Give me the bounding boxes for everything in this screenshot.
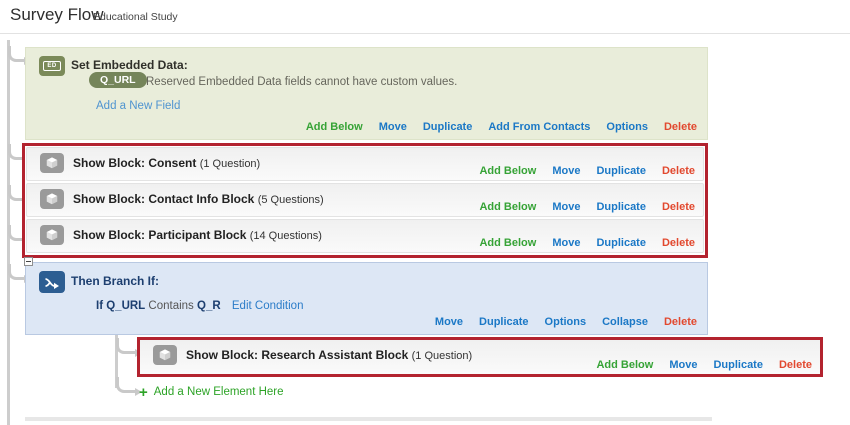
branch-title: Then Branch If: xyxy=(71,274,160,288)
action-options[interactable]: Options xyxy=(544,316,587,328)
header-divider xyxy=(0,33,850,34)
block-cube-icon xyxy=(40,225,64,245)
action-delete[interactable]: Delete xyxy=(661,201,695,213)
flow-arrow-icon xyxy=(8,264,31,283)
block-question-count: (14 Questions) xyxy=(249,230,322,242)
action-duplicate[interactable]: Duplicate xyxy=(596,237,646,249)
action-add-below[interactable]: Add Below xyxy=(479,237,537,249)
action-delete[interactable]: Delete xyxy=(661,237,695,249)
block-cube-icon xyxy=(40,153,64,173)
action-delete[interactable]: Delete xyxy=(663,316,697,328)
block-question-count: (1 Question) xyxy=(411,350,473,362)
block-title: Show Block: Contact Info Block (5 Questi… xyxy=(73,192,324,206)
branch-actions: Move Duplicate Options Collapse Delete xyxy=(435,316,697,328)
block-question-count: (5 Questions) xyxy=(257,194,324,206)
action-move[interactable]: Move xyxy=(378,121,407,133)
branch-condition: If Q_URL Contains Q_R Edit Condition xyxy=(96,300,303,312)
embedded-data-title: Set Embedded Data: xyxy=(71,58,188,72)
action-move[interactable]: Move xyxy=(552,165,581,177)
action-add-below[interactable]: Add Below xyxy=(596,359,654,371)
block-actions: Add Below Move Duplicate Delete xyxy=(479,237,695,249)
block-cube-icon xyxy=(153,345,177,365)
action-duplicate[interactable]: Duplicate xyxy=(713,359,763,371)
block-actions: Add Below Move Duplicate Delete xyxy=(596,359,812,371)
collapse-toggle-icon[interactable] xyxy=(24,257,33,266)
add-new-field-link[interactable]: Add a New Field xyxy=(96,100,181,112)
action-duplicate[interactable]: Duplicate xyxy=(479,316,529,328)
block-row-research-assistant[interactable]: Show Block: Research Assistant Block (1 … xyxy=(140,340,820,374)
action-move[interactable]: Move xyxy=(434,316,464,328)
highlight-box-nested-block: Show Block: Research Assistant Block (1 … xyxy=(137,337,823,377)
condition-value: Q_R xyxy=(197,300,221,312)
bottom-divider xyxy=(25,417,712,421)
embedded-data-block: ED Set Embedded Data: Q_URL Reserved Emb… xyxy=(25,47,708,140)
block-title: Show Block: Consent (1 Question) xyxy=(73,156,261,170)
branch-icon xyxy=(39,271,65,293)
action-move[interactable]: Move xyxy=(552,201,581,213)
block-title: Show Block: Research Assistant Block (1 … xyxy=(186,348,473,362)
embedded-data-icon: ED xyxy=(39,56,65,76)
page-title: Survey Flow xyxy=(10,5,104,24)
condition-operator: Contains xyxy=(148,300,194,312)
add-element-label: Add a New Element Here xyxy=(153,386,284,398)
action-add-below[interactable]: Add Below xyxy=(305,121,363,133)
add-element-link[interactable]: + Add a New Element Here xyxy=(139,383,284,401)
condition-field: Q_URL xyxy=(106,300,146,312)
action-move[interactable]: Move xyxy=(552,237,581,249)
embedded-field-badge[interactable]: Q_URL xyxy=(89,72,147,88)
action-add-from-contacts[interactable]: Add From Contacts xyxy=(488,121,591,133)
branch-flow-line xyxy=(115,335,118,388)
action-duplicate[interactable]: Duplicate xyxy=(422,121,473,133)
edit-condition-link[interactable]: Edit Condition xyxy=(231,300,304,312)
page-subtitle: Educational Study xyxy=(93,11,178,23)
block-actions: Add Below Move Duplicate Delete xyxy=(479,165,695,177)
block-row-consent[interactable]: Show Block: Consent (1 Question) Add Bel… xyxy=(26,147,704,181)
action-delete[interactable]: Delete xyxy=(661,165,695,177)
action-options[interactable]: Options xyxy=(606,121,648,133)
action-duplicate[interactable]: Duplicate xyxy=(596,165,646,177)
block-question-count: (1 Question) xyxy=(199,158,261,170)
block-actions: Add Below Move Duplicate Delete xyxy=(479,201,695,213)
branch-block: Then Branch If: If Q_URL Contains Q_R Ed… xyxy=(24,257,708,335)
flow-arrow-icon xyxy=(116,338,142,357)
action-move[interactable]: Move xyxy=(669,359,698,371)
embedded-data-actions: Add Below Move Duplicate Add From Contac… xyxy=(306,121,697,133)
action-add-below[interactable]: Add Below xyxy=(479,165,537,177)
action-add-below[interactable]: Add Below xyxy=(479,201,537,213)
condition-prefix: If xyxy=(96,300,104,312)
highlight-box-blocks: Show Block: Consent (1 Question) Add Bel… xyxy=(22,143,708,258)
plus-icon: + xyxy=(139,383,148,401)
block-row-participant[interactable]: Show Block: Participant Block (14 Questi… xyxy=(26,219,704,253)
action-delete[interactable]: Delete xyxy=(778,359,812,371)
flow-arrow-icon xyxy=(8,46,31,65)
block-row-contact-info[interactable]: Show Block: Contact Info Block (5 Questi… xyxy=(26,183,704,217)
page-header: Survey Flow Educational Study xyxy=(0,0,850,33)
action-delete[interactable]: Delete xyxy=(663,121,697,133)
action-duplicate[interactable]: Duplicate xyxy=(596,201,646,213)
action-collapse[interactable]: Collapse xyxy=(602,316,648,328)
block-cube-icon xyxy=(40,189,64,209)
embedded-field-note: Reserved Embedded Data fields cannot hav… xyxy=(146,76,458,88)
flow-arrow-icon xyxy=(116,377,142,396)
block-title: Show Block: Participant Block (14 Questi… xyxy=(73,228,322,242)
